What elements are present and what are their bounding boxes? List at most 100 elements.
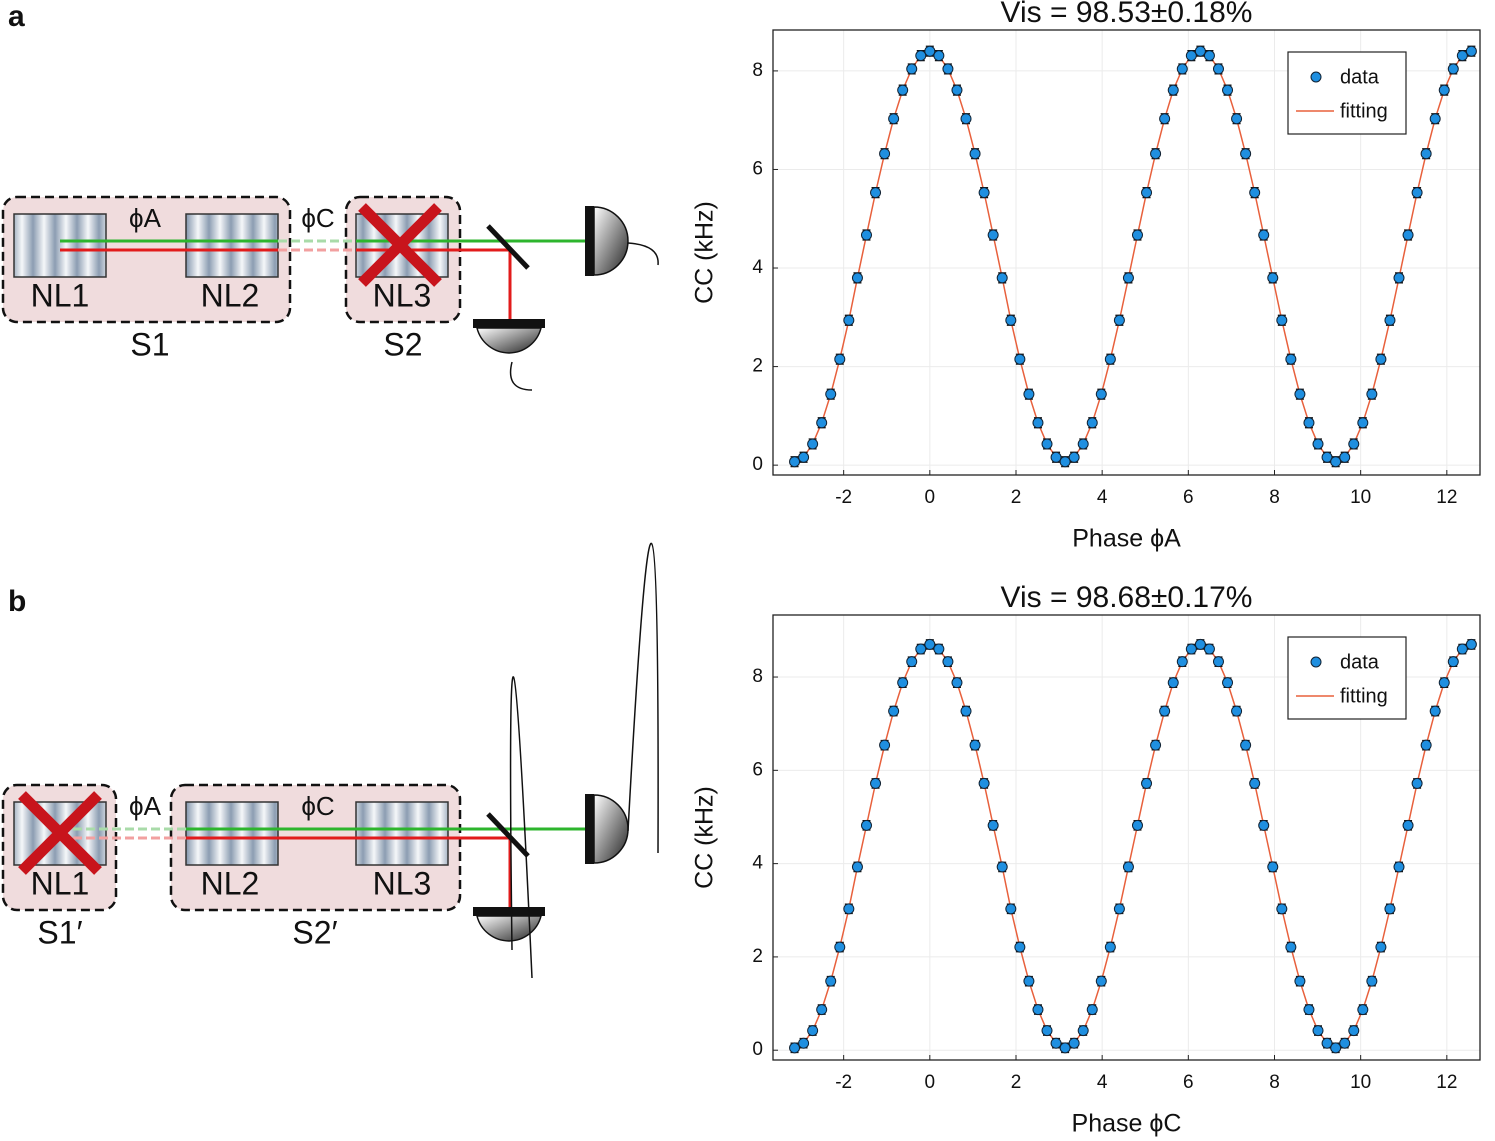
- x-tick-label: 0: [925, 487, 936, 508]
- data-point: [978, 187, 990, 199]
- data-point: [951, 677, 963, 689]
- data-point: [1095, 975, 1107, 987]
- data-point: [897, 84, 909, 96]
- data-point: [1348, 1025, 1360, 1037]
- data-point: [1141, 777, 1153, 789]
- y-tick-label: 0: [752, 1039, 763, 1060]
- data-point: [1077, 438, 1089, 450]
- data-point: [789, 456, 801, 468]
- data-point: [1203, 643, 1215, 655]
- crystal-label: NL1: [31, 277, 90, 313]
- data-point: [1393, 861, 1405, 873]
- data-point: [1014, 353, 1026, 365]
- data-point: [1023, 975, 1035, 987]
- data-point: [1294, 975, 1306, 987]
- detector: [476, 327, 542, 354]
- data-point: [969, 148, 981, 160]
- data-point: [843, 903, 855, 915]
- crystal: [185, 801, 279, 866]
- fit-line: [794, 50, 1472, 463]
- data-point: [879, 148, 891, 160]
- x-tick-label: 12: [1436, 487, 1457, 508]
- data-point: [798, 1037, 810, 1049]
- data-point: [807, 438, 819, 450]
- detector-cable: [627, 542, 659, 854]
- data-point: [1086, 417, 1098, 429]
- x-tick-label: 12: [1436, 1072, 1457, 1093]
- data-point: [1366, 388, 1378, 400]
- x-tick-label: 10: [1350, 1072, 1371, 1093]
- data-point: [1465, 638, 1477, 650]
- chart-title: Vis = 98.53±0.18%: [1001, 0, 1253, 29]
- data-point: [1176, 656, 1188, 668]
- data-point: [906, 63, 918, 75]
- data-point: [825, 975, 837, 987]
- x-tick-label: 0: [925, 1072, 936, 1093]
- data-point: [978, 777, 990, 789]
- source-label: S1: [130, 326, 169, 362]
- phase-label: ϕA: [129, 791, 162, 821]
- legend-label: fitting: [1340, 685, 1388, 707]
- data-point: [1276, 314, 1288, 326]
- y-tick-label: 8: [752, 60, 763, 81]
- data-point: [1113, 314, 1125, 326]
- y-tick-label: 4: [752, 853, 763, 874]
- y-tick-label: 2: [752, 356, 763, 377]
- data-point: [825, 388, 837, 400]
- data-point: [1267, 272, 1279, 284]
- data-point: [1240, 739, 1252, 751]
- data-point: [942, 656, 954, 668]
- phase-label: ϕC: [301, 791, 334, 821]
- plot-frame: [772, 614, 1481, 1061]
- data-point: [996, 861, 1008, 873]
- data-point: [960, 705, 972, 717]
- data-point: [879, 739, 891, 751]
- data-point: [1050, 451, 1062, 463]
- panel-label: a: [8, 0, 25, 33]
- data-point: [1150, 148, 1162, 160]
- data-point: [1348, 438, 1360, 450]
- data-point: [987, 229, 999, 241]
- data-point: [1285, 353, 1297, 365]
- data-point: [1231, 113, 1243, 125]
- x-tick-label: 6: [1183, 1072, 1194, 1093]
- crystal: [185, 213, 279, 278]
- data-point: [1465, 45, 1477, 57]
- legend-label: fitting: [1340, 100, 1388, 122]
- y-tick-label: 0: [752, 454, 763, 475]
- data-point: [834, 941, 846, 953]
- data-point: [915, 643, 927, 655]
- detector-cable: [509, 676, 533, 979]
- y-axis-label: CC (kHz): [691, 201, 719, 304]
- x-axis-label: Phase ϕC: [1072, 1110, 1182, 1138]
- data-point: [1249, 777, 1261, 789]
- data-point: [1402, 819, 1414, 831]
- data-point: [816, 417, 828, 429]
- data-point: [1131, 819, 1143, 831]
- detector: [593, 206, 629, 276]
- data-point: [1212, 63, 1224, 75]
- data-point: [1231, 705, 1243, 717]
- phase-label: ϕC: [301, 203, 334, 233]
- crystal-label: NL2: [201, 277, 260, 313]
- data-point: [996, 272, 1008, 284]
- data-point: [1429, 705, 1441, 717]
- legend-label: data: [1340, 651, 1380, 673]
- data-point: [834, 353, 846, 365]
- plot-frame: [772, 29, 1481, 476]
- legend-box: [1287, 51, 1407, 135]
- data-point: [1167, 677, 1179, 689]
- data-point: [1222, 677, 1234, 689]
- detector-face: [473, 319, 545, 328]
- data-point: [1258, 819, 1270, 831]
- data-point: [1258, 229, 1270, 241]
- data-point: [933, 50, 945, 62]
- x-tick-label: 8: [1269, 1072, 1280, 1093]
- data-point: [1249, 187, 1261, 199]
- data-point: [1456, 50, 1468, 62]
- data-point: [987, 819, 999, 831]
- data-point: [1041, 1025, 1053, 1037]
- data-point: [1059, 1042, 1071, 1054]
- crystal-label: NL2: [201, 865, 260, 901]
- data-point: [851, 861, 863, 873]
